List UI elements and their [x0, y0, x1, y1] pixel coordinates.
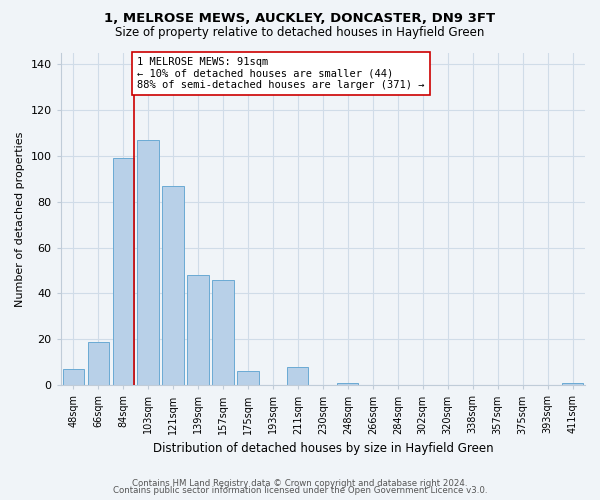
Text: 1 MELROSE MEWS: 91sqm
← 10% of detached houses are smaller (44)
88% of semi-deta: 1 MELROSE MEWS: 91sqm ← 10% of detached …	[137, 57, 424, 90]
X-axis label: Distribution of detached houses by size in Hayfield Green: Distribution of detached houses by size …	[152, 442, 493, 455]
Bar	[163, 186, 184, 386]
Bar	[287, 367, 308, 386]
Bar	[113, 158, 134, 386]
Y-axis label: Number of detached properties: Number of detached properties	[15, 131, 25, 306]
Bar	[137, 140, 159, 386]
Text: Contains public sector information licensed under the Open Government Licence v3: Contains public sector information licen…	[113, 486, 487, 495]
Bar	[187, 275, 209, 386]
Text: 1, MELROSE MEWS, AUCKLEY, DONCASTER, DN9 3FT: 1, MELROSE MEWS, AUCKLEY, DONCASTER, DN9…	[104, 12, 496, 26]
Text: Contains HM Land Registry data © Crown copyright and database right 2024.: Contains HM Land Registry data © Crown c…	[132, 478, 468, 488]
Text: Size of property relative to detached houses in Hayfield Green: Size of property relative to detached ho…	[115, 26, 485, 39]
Bar	[88, 342, 109, 386]
Bar	[337, 383, 358, 386]
Bar	[212, 280, 233, 386]
Bar	[62, 369, 84, 386]
Bar	[238, 372, 259, 386]
Bar	[562, 383, 583, 386]
